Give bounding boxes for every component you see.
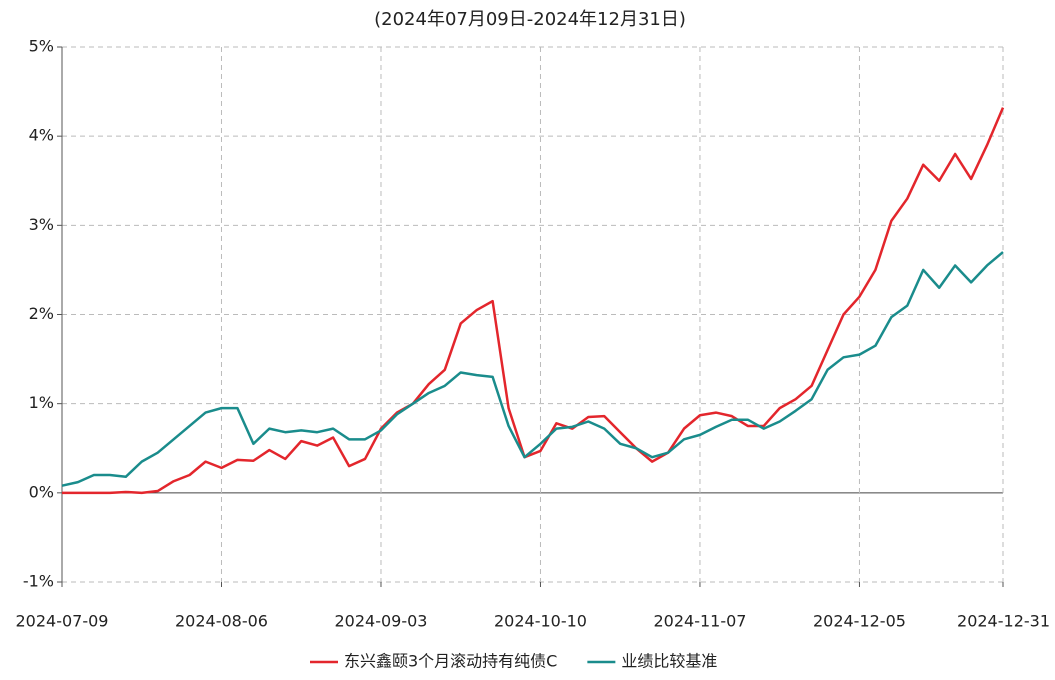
x-tick-label: 2024-08-06 <box>175 612 268 631</box>
x-tick-label: 2024-07-09 <box>16 612 109 631</box>
x-tick-label: 2024-10-10 <box>494 612 587 631</box>
series-line <box>62 107 1005 495</box>
y-tick-label: 1% <box>29 393 54 412</box>
chart-title: (2024年07月09日-2024年12月31日) <box>374 9 686 30</box>
legend-label: 业绩比较基准 <box>621 652 717 671</box>
x-tick-label: 2024-12-05 <box>813 612 906 631</box>
x-tick-label: 2024-12-31 <box>957 612 1050 631</box>
y-tick-label: 4% <box>29 126 54 145</box>
legend-label: 东兴鑫颐3个月滚动持有纯债C <box>344 652 557 671</box>
y-tick-label: 5% <box>29 37 54 56</box>
y-tick-label: 0% <box>29 482 54 501</box>
y-tick-label: -1% <box>23 572 54 591</box>
y-tick-label: 2% <box>29 304 54 323</box>
series-line <box>61 251 1004 487</box>
x-tick-label: 2024-09-03 <box>334 612 427 631</box>
x-tick-label: 2024-11-07 <box>653 612 746 631</box>
y-tick-label: 3% <box>29 215 54 234</box>
